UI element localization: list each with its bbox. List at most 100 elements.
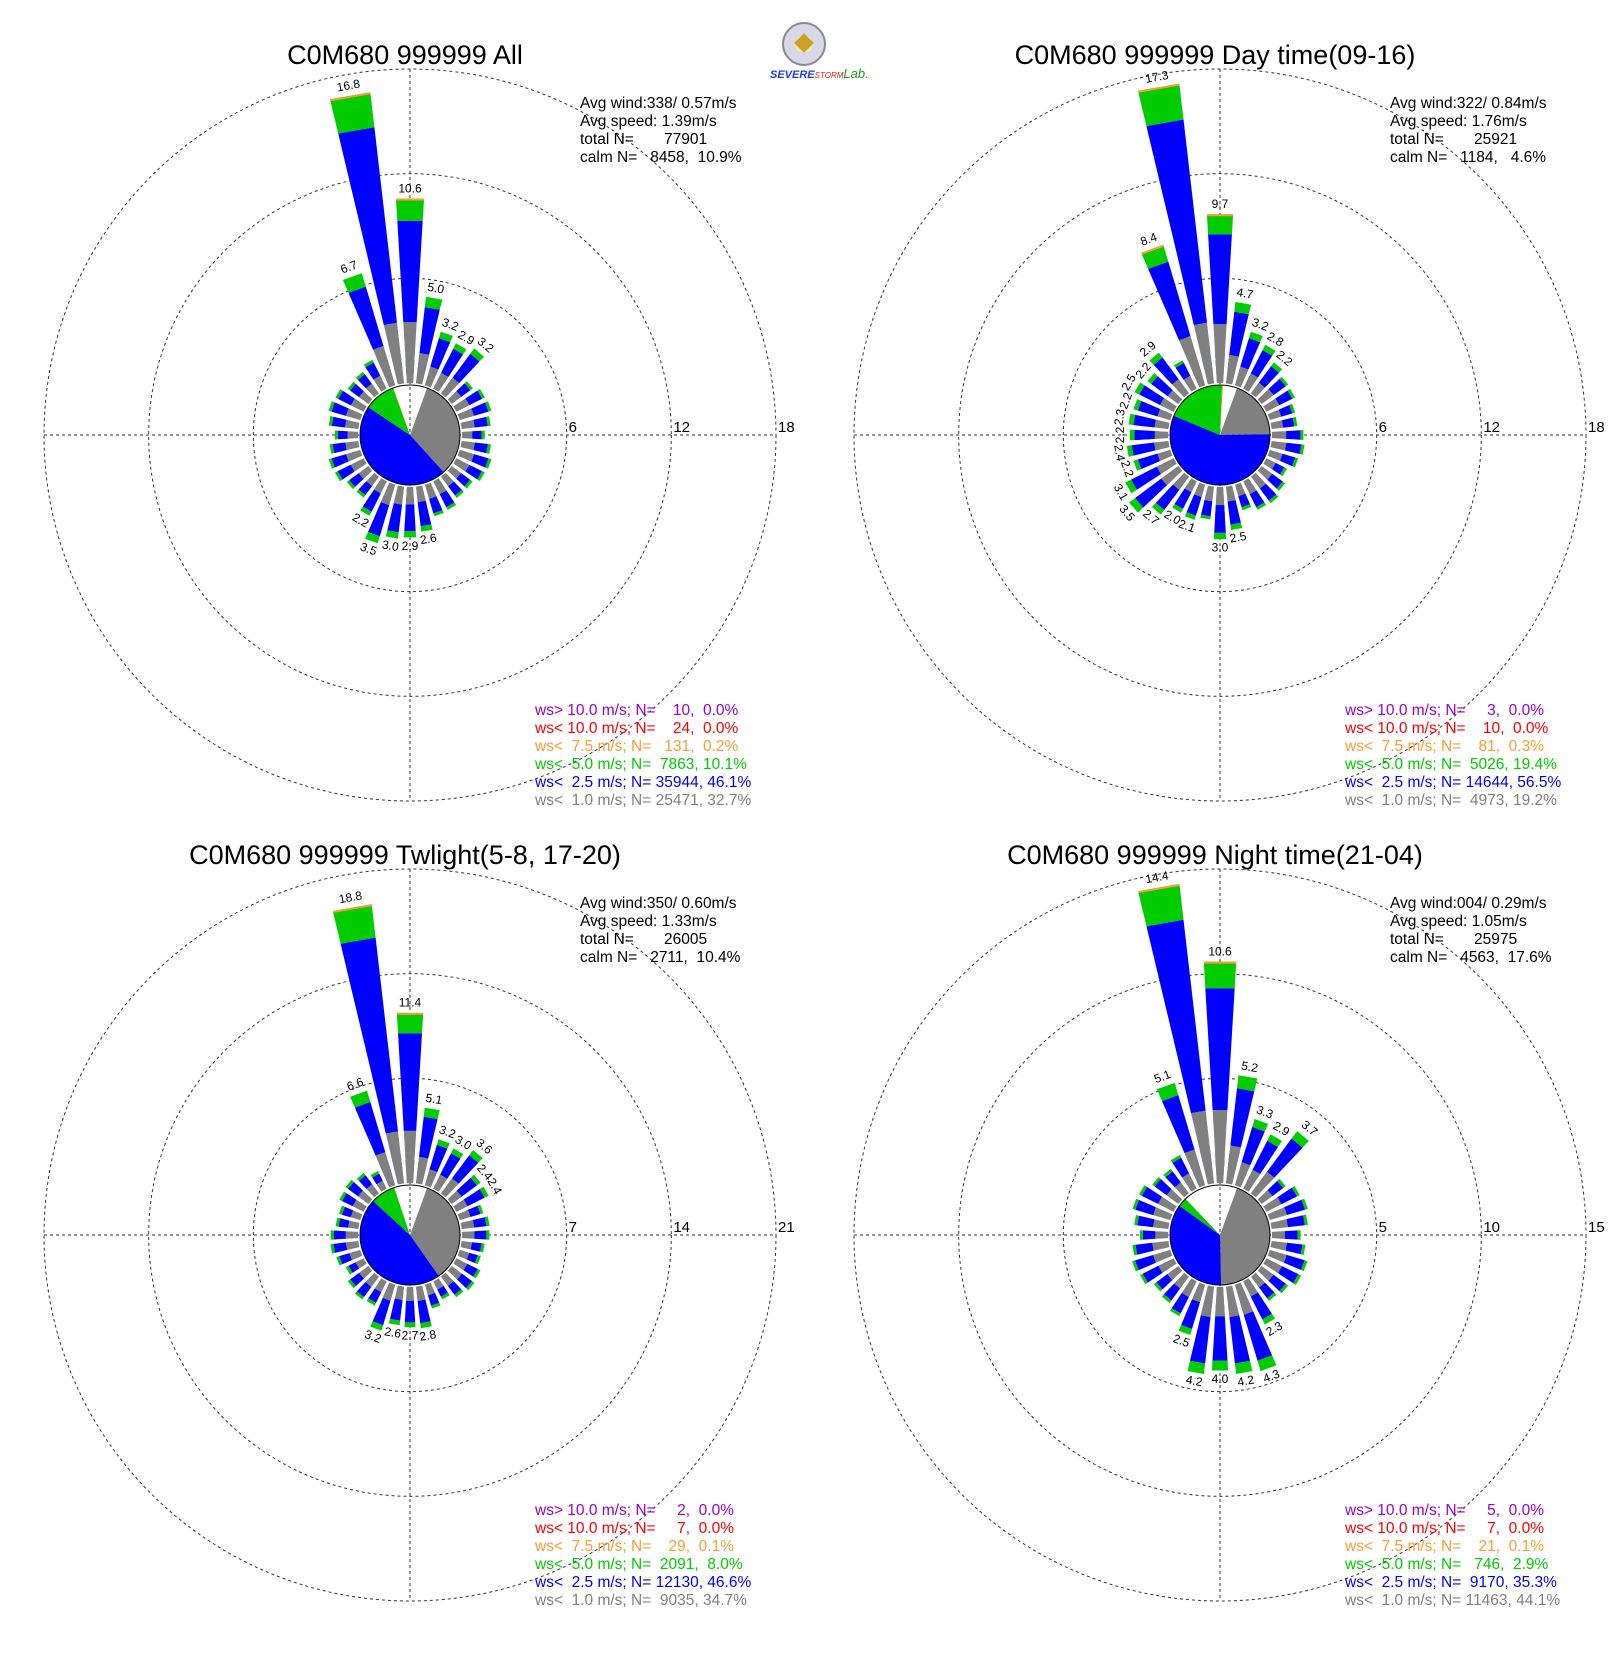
bar-blue (1163, 1283, 1181, 1301)
bar-green (1140, 1273, 1148, 1285)
legend-entry: ws< 7.5 m/s; N= 21, 0.1% (1345, 1538, 1545, 1555)
bar-blue (337, 430, 348, 440)
bar-green (1300, 1244, 1306, 1255)
bar-gray (394, 1285, 404, 1301)
bar-green (330, 92, 375, 134)
bar-green (1173, 360, 1184, 368)
bar-value-label: 4.0 (1212, 1372, 1229, 1386)
bar-gray (433, 1278, 444, 1290)
bar-orange (396, 1012, 424, 1015)
bar-blue (1229, 1315, 1250, 1364)
bar-blue (447, 1281, 462, 1295)
bar-gray (345, 1241, 360, 1250)
bar-gray (457, 1209, 471, 1221)
bar-green (1139, 1185, 1147, 1196)
bar-green (1161, 1294, 1172, 1303)
bar-gray (405, 486, 415, 505)
bar-green (1134, 382, 1145, 395)
bar-blue (339, 1253, 352, 1265)
bar-blue (456, 1177, 478, 1197)
bar-blue (368, 502, 389, 537)
bar-green (466, 1281, 475, 1291)
windrose-chart: 5 10 155.114.410.65.23.32.9 3.72.54.2 4.0 4.2… (853, 868, 1605, 1602)
bar-green (420, 524, 433, 532)
bar-gray (1179, 336, 1206, 388)
bar-green (347, 1279, 356, 1289)
bar-blue (1190, 1315, 1211, 1364)
bar-blue (1285, 442, 1302, 454)
bar-green (431, 1302, 441, 1309)
bar-green (354, 1291, 364, 1300)
bar-green (370, 1321, 384, 1331)
bar-green (480, 1243, 485, 1253)
legend-entry: ws< 2.5 m/s; N= 35944, 46.1% (535, 774, 752, 791)
bar-gray (403, 322, 417, 384)
bar-blue (456, 473, 471, 487)
bar-blue (1208, 234, 1232, 324)
bar-blue (430, 338, 451, 370)
stat-calm: calm N= 2711, 10.4% (580, 949, 741, 966)
bar-green (1132, 1244, 1138, 1256)
stat-avg-wind: Avg wind:004/ 0.29m/s (1390, 895, 1547, 912)
bar-green (342, 273, 366, 293)
bar-gray (1191, 1110, 1214, 1185)
legend-entry: ws< 10.0 m/s; N= 24, 0.0% (535, 720, 739, 737)
bar-orange (330, 92, 371, 102)
bar-blue (1135, 1199, 1156, 1216)
bar-blue (349, 473, 364, 487)
bar-gray (447, 1190, 462, 1204)
windrose-panel-day: 6 12 18 8.4 17.3 9.7 4.7 3.2 2.8 2.2 2.9 2.2 2.5 2.2 2… (810, 0, 1620, 815)
bar-green (350, 1090, 371, 1108)
stat-avg-speed: Avg speed: 1.39m/s (580, 113, 717, 130)
bar-green (1163, 1168, 1173, 1178)
bar-gray (359, 391, 373, 404)
bar-value-label: 2.2 (1118, 458, 1137, 479)
windrose-panel-night: 5 10 15 5.1 14.4 10.6 5.2 3.3 2.9 3.7 2.5 4.2 4.0 4.2… (810, 800, 1620, 1615)
bar-blue (1162, 1095, 1195, 1153)
bar-gray (345, 1231, 359, 1239)
bar-value-label: 5.1 (425, 1091, 444, 1108)
bar-value-label: 2.1 (1177, 516, 1198, 535)
bar-green (1256, 502, 1267, 510)
legend-entry: ws< 2.5 m/s; N= 14644, 56.5% (1345, 774, 1562, 791)
bar-gray (1154, 419, 1170, 429)
bar-gray (376, 1180, 387, 1192)
bar-orange (1138, 83, 1180, 93)
bar-blue (347, 1181, 363, 1197)
bar-orange (332, 904, 372, 913)
bar-green (336, 1256, 343, 1266)
bar-green (1213, 532, 1227, 540)
bar-value-label: 11.4 (399, 996, 422, 1010)
bar-blue (1272, 462, 1285, 475)
bar-green (328, 458, 335, 469)
pie-slice (1220, 388, 1270, 435)
bar-green (1262, 344, 1276, 356)
bar-blue (470, 1242, 482, 1252)
legend-entry: ws< 5.0 m/s; N= 2091, 8.0% (535, 1556, 743, 1573)
bar-blue (1131, 442, 1156, 456)
bar-green (338, 1205, 345, 1215)
bar-gray (355, 1258, 367, 1269)
bar-value-label: 10.6 (398, 181, 422, 195)
bar-value-label: 2.6 (419, 530, 438, 547)
bar-green (1292, 416, 1298, 427)
bar-green (485, 458, 492, 469)
bar-gray (375, 1152, 396, 1188)
legend-entry: ws< 7.5 m/s; N= 131, 0.2% (535, 738, 739, 755)
bar-blue (390, 1298, 403, 1321)
bar-green (436, 1139, 450, 1149)
windrose-panel-twilight: 7 14 21 18.8 11.4 5.1 3.2 3.0 3.6 2.4 2.4 2.8 2.7 2.6… (0, 800, 810, 1615)
bar-blue (1283, 1254, 1305, 1270)
bar-blue (397, 220, 423, 323)
bar-blue (1281, 417, 1295, 428)
panel-title: C0M680 999999 Twlight(5-8, 17-20) (189, 840, 621, 870)
bar-blue (473, 416, 488, 428)
bar-gray (1193, 322, 1214, 385)
bar-green (433, 510, 444, 517)
bar-green (464, 479, 473, 489)
bar-gray (433, 1174, 448, 1192)
bar-blue (404, 1301, 416, 1323)
bar-green (356, 1172, 366, 1181)
bar-blue (1240, 338, 1261, 370)
